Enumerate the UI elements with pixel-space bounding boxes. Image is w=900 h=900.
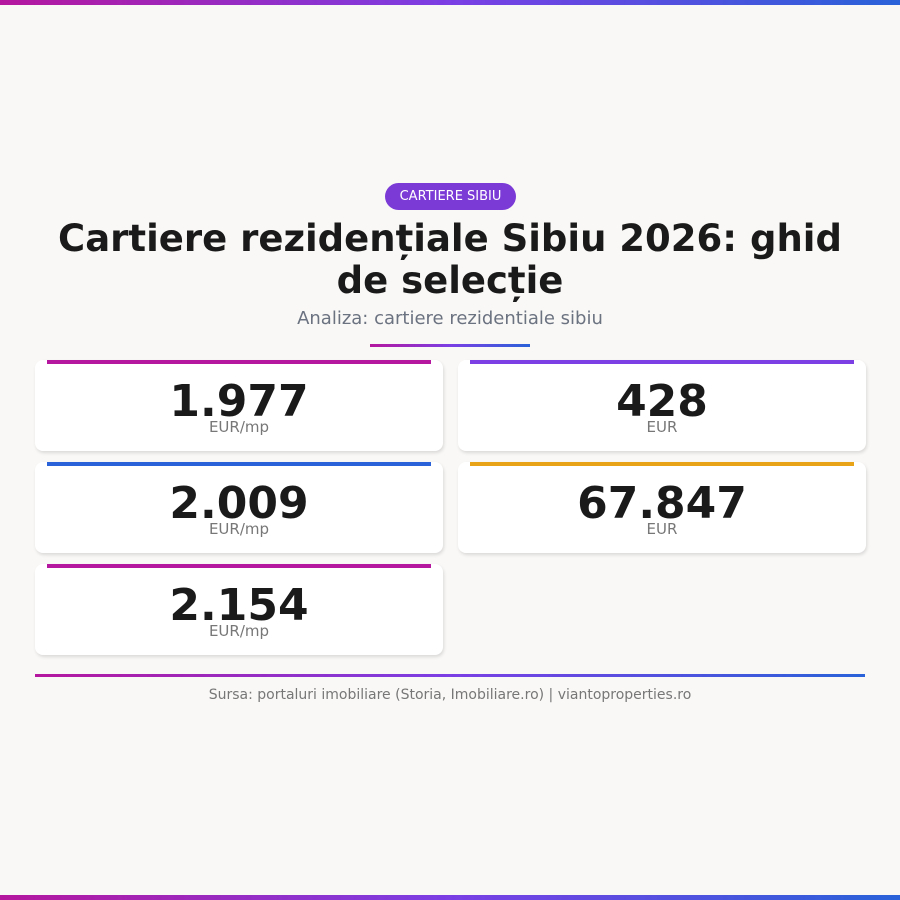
badge: CARTIERE SIBIU — [385, 183, 516, 210]
stat-unit: EUR — [646, 418, 678, 436]
source: Sursa: portaluri imobiliare (Storia, Imo… — [208, 687, 692, 703]
title: Cartiere rezidențiale Sibiu 2026: ghid d… — [58, 217, 842, 302]
stat-value: 2.009 — [169, 478, 309, 529]
footer-line — [35, 674, 865, 677]
stat-value: 428 — [616, 376, 708, 427]
stat-card: 428 EUR — [458, 360, 866, 451]
card-accent — [470, 462, 854, 466]
bottom-bar — [0, 895, 900, 900]
stat-value: 1.977 — [169, 376, 309, 427]
stat-unit: EUR/mp — [208, 418, 270, 436]
card-accent — [470, 360, 854, 364]
card-accent — [47, 564, 431, 568]
stat-card: 2.154 EUR/mp — [35, 564, 443, 655]
top-bar — [0, 0, 900, 5]
stat-unit: EUR/mp — [208, 520, 270, 538]
stat-value: 2.154 — [169, 580, 309, 631]
stat-unit: EUR/mp — [208, 622, 270, 640]
stat-card: 1.977 EUR/mp — [35, 360, 443, 451]
stat-card: 2.009 EUR/mp — [35, 462, 443, 553]
card-accent — [47, 360, 431, 364]
card-accent — [47, 462, 431, 466]
divider — [370, 344, 530, 347]
stat-card: 67.847 EUR — [458, 462, 866, 553]
stat-unit: EUR — [646, 520, 678, 538]
stat-value: 67.847 — [577, 478, 747, 529]
subtitle: Analiza: cartiere rezidentiale sibiu — [297, 308, 603, 329]
